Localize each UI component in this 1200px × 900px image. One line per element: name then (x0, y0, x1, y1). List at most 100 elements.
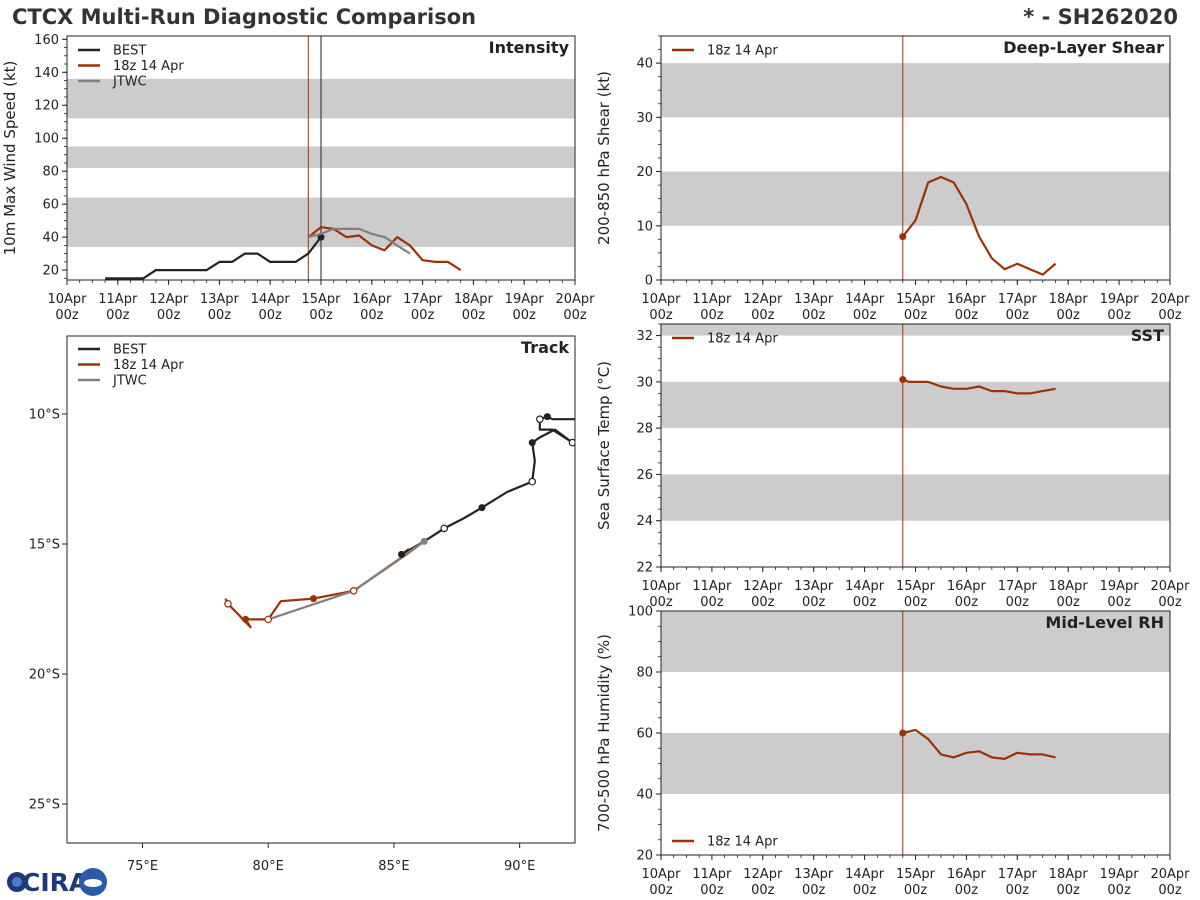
track-point-best (543, 413, 551, 421)
rh-shade-band (661, 611, 1170, 672)
intensity-xtick-date: 10Apr (47, 292, 87, 307)
rh-xtick-hour: 00z (1107, 883, 1131, 898)
intensity-xtick-hour: 00z (106, 308, 130, 323)
rh-xtick-date: 10Apr (641, 867, 681, 882)
intensity-xtick-date: 12Apr (149, 292, 189, 307)
sst-marker-run (899, 376, 907, 384)
intensity-xtick-date: 17Apr (403, 292, 443, 307)
sst-xtick-date: 14Apr (845, 579, 885, 594)
shear-xtick-date: 11Apr (692, 292, 732, 307)
shear-ytick-label: 10 (636, 219, 653, 234)
intensity-frame (66, 35, 576, 281)
shear-xtick-hour: 00z (904, 308, 928, 323)
shear-xtick-hour: 00z (700, 308, 724, 323)
rh-xtick-hour: 00z (1158, 883, 1182, 898)
sst-xtick-date: 16Apr (947, 579, 987, 594)
rh-xtick-date: 17Apr (998, 867, 1038, 882)
sst-ytick-label: 26 (636, 468, 653, 483)
shear-frame (660, 35, 1171, 281)
logo-globe-core (12, 877, 22, 887)
shear-marker-run (899, 233, 907, 241)
shear-xtick-date: 13Apr (794, 292, 834, 307)
intensity-legend-label: JTWC (112, 75, 147, 90)
intensity-xtick-hour: 00z (360, 308, 384, 323)
intensity-legend-label: 18z 14 Apr (113, 59, 184, 74)
track-point-run (309, 595, 317, 603)
track-point-best (478, 504, 486, 512)
intensity-xtick-date: 16Apr (352, 292, 392, 307)
intensity-xtick-hour: 00z (55, 308, 79, 323)
shear-ytick-label: 0 (645, 274, 653, 289)
sst-xtick-date: 10Apr (641, 579, 681, 594)
sst-legend-label: 18z 14 Apr (707, 332, 778, 347)
intensity-xtick-hour: 00z (259, 308, 283, 323)
rh-xtick-date: 15Apr (896, 867, 936, 882)
track-legend-label: JTWC (112, 374, 147, 389)
shear-xtick-hour: 00z (955, 308, 979, 323)
track-title: Track (521, 338, 569, 357)
intensity-xtick-date: 14Apr (251, 292, 291, 307)
track-point-open-run (264, 615, 272, 624)
intensity-ytick-label: 160 (34, 33, 59, 48)
sst-xtick-hour: 00z (904, 595, 928, 610)
track-point-open-best (568, 438, 575, 447)
intensity-ytick-label: 120 (34, 99, 59, 114)
sst-xtick-hour: 00z (802, 595, 826, 610)
figure-title: CTCX Multi-Run Diagnostic Comparison (12, 5, 477, 29)
track-xtick-label: 85°E (378, 859, 409, 874)
shear-xtick-date: 14Apr (845, 292, 885, 307)
shear-xtick-date: 17Apr (998, 292, 1038, 307)
rh-panel: 2040608010010Apr00z11Apr00z12Apr00z13Apr… (595, 605, 1190, 899)
rh-xtick-date: 19Apr (1100, 867, 1140, 882)
shear-shade-band (661, 171, 1170, 226)
sst-shade-band (661, 324, 1170, 336)
intensity-xtick-date: 11Apr (98, 292, 138, 307)
rh-xtick-date: 18Apr (1049, 867, 1089, 882)
intensity-xtick-hour: 00z (513, 308, 537, 323)
rh-xtick-date: 11Apr (692, 867, 732, 882)
track-ytick-label: 25°S (29, 798, 60, 813)
track-point-open-best (528, 477, 537, 486)
rh-ytick-label: 80 (636, 666, 653, 681)
intensity-xtick-date: 19Apr (505, 292, 545, 307)
shear-ytick-label: 40 (636, 57, 653, 72)
shear-shade-band (661, 63, 1170, 118)
rh-xtick-hour: 00z (802, 883, 826, 898)
intensity-ytick-label: 80 (42, 165, 59, 180)
sst-xtick-date: 17Apr (998, 579, 1038, 594)
shear-xtick-hour: 00z (1057, 308, 1081, 323)
logo-seal-wave (84, 879, 102, 887)
track-ytick-label: 15°S (29, 538, 60, 553)
rh-xtick-hour: 00z (904, 883, 928, 898)
track-point-open-best (535, 415, 544, 424)
intensity-xtick-date: 13Apr (200, 292, 240, 307)
sst-ytick-label: 24 (636, 514, 653, 529)
sst-xtick-hour: 00z (955, 595, 979, 610)
sst-title: SST (1131, 326, 1164, 345)
sst-xtick-hour: 00z (751, 595, 775, 610)
rh-xtick-date: 14Apr (845, 867, 885, 882)
intensity-series-jtwc (308, 227, 411, 255)
shear-title: Deep-Layer Shear (1003, 38, 1164, 57)
rh-frame (660, 610, 1171, 856)
rh-xtick-hour: 00z (853, 883, 877, 898)
rh-marker-run (899, 729, 907, 737)
sst-xtick-date: 18Apr (1049, 579, 1089, 594)
sst-xtick-date: 15Apr (896, 579, 936, 594)
sst-shade-band (661, 474, 1170, 521)
sst-ytick-label: 22 (636, 561, 653, 576)
intensity-xtick-hour: 00z (563, 308, 587, 323)
sst-xtick-hour: 00z (649, 595, 673, 610)
shear-series-run (901, 175, 1057, 276)
sst-xtick-date: 13Apr (794, 579, 834, 594)
intensity-xtick-date: 18Apr (454, 292, 494, 307)
shear-xtick-hour: 00z (853, 308, 877, 323)
shear-xtick-hour: 00z (1006, 308, 1030, 323)
intensity-xtick-date: 20Apr (555, 292, 595, 307)
shear-xtick-hour: 00z (751, 308, 775, 323)
storm-id-label: * - SH262020 (1023, 5, 1178, 29)
shear-ytick-label: 30 (636, 111, 653, 126)
rh-title: Mid-Level RH (1045, 613, 1164, 632)
track-xtick-label: 75°E (127, 859, 158, 874)
